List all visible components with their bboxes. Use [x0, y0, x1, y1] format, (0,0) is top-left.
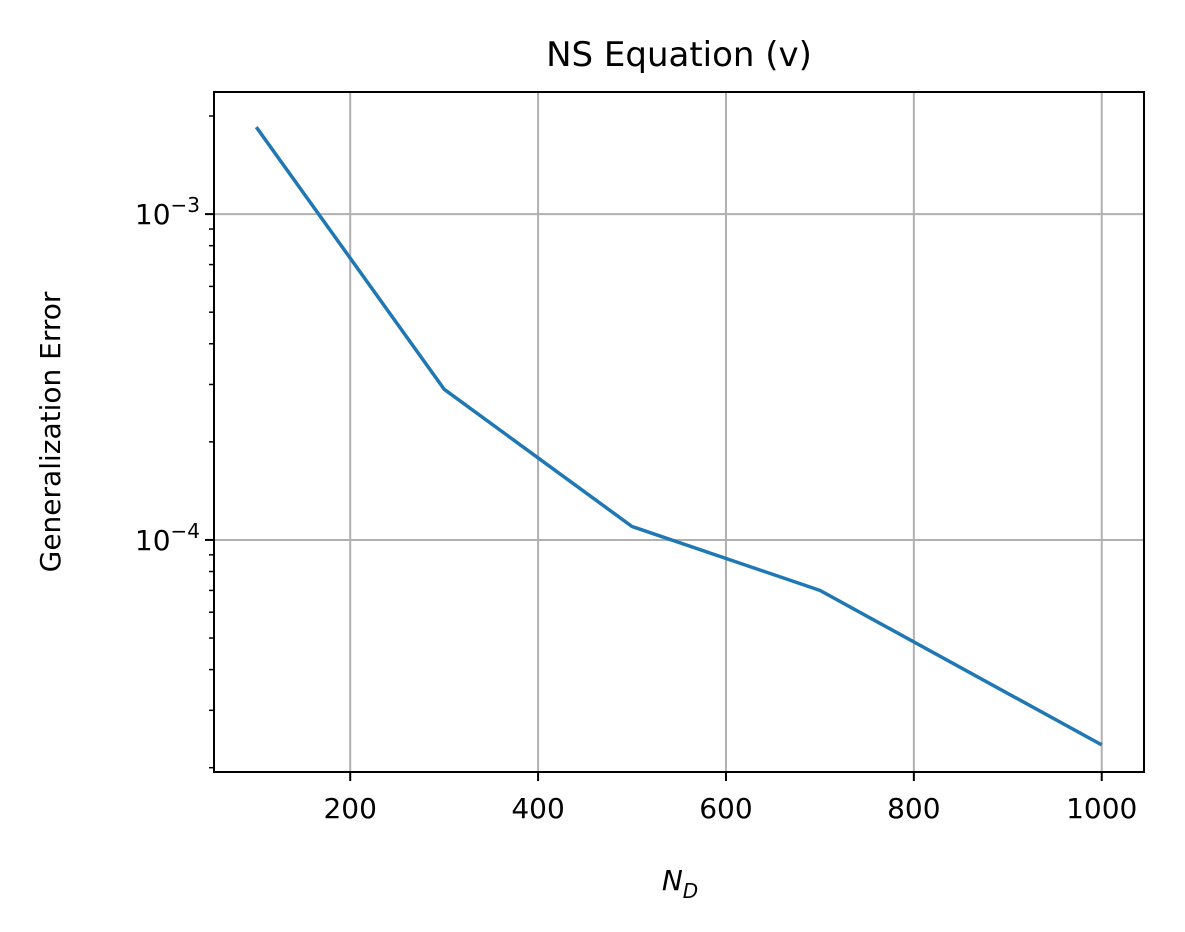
series-line [254, 126, 1103, 747]
y-tick-label-base: 10 [135, 524, 171, 557]
series-layer [254, 126, 1103, 747]
y-tick-label-exponent: −3 [171, 193, 200, 217]
y-tick-label-exponent: −4 [171, 519, 200, 543]
x-tick-label: 1000 [1066, 792, 1137, 825]
x-tick-label: 600 [699, 792, 752, 825]
y-tick-label: 10−4 [135, 519, 200, 557]
y-tick-label-base: 10 [135, 198, 171, 231]
x-axis-label-base: N [662, 864, 683, 897]
chart-title: NS Equation (v) [546, 35, 812, 75]
x-tick-label: 400 [511, 792, 564, 825]
plot-frame [213, 91, 1145, 773]
grid-layer [214, 92, 1144, 772]
x-tick-label: 800 [887, 792, 940, 825]
y-axis-label: Generalization Error [34, 291, 67, 572]
x-axis-label-sub: D [683, 879, 698, 903]
y-tick-label: 10−3 [135, 193, 200, 231]
x-tick-label: 200 [323, 792, 376, 825]
x-axis-label: ND [662, 864, 698, 903]
